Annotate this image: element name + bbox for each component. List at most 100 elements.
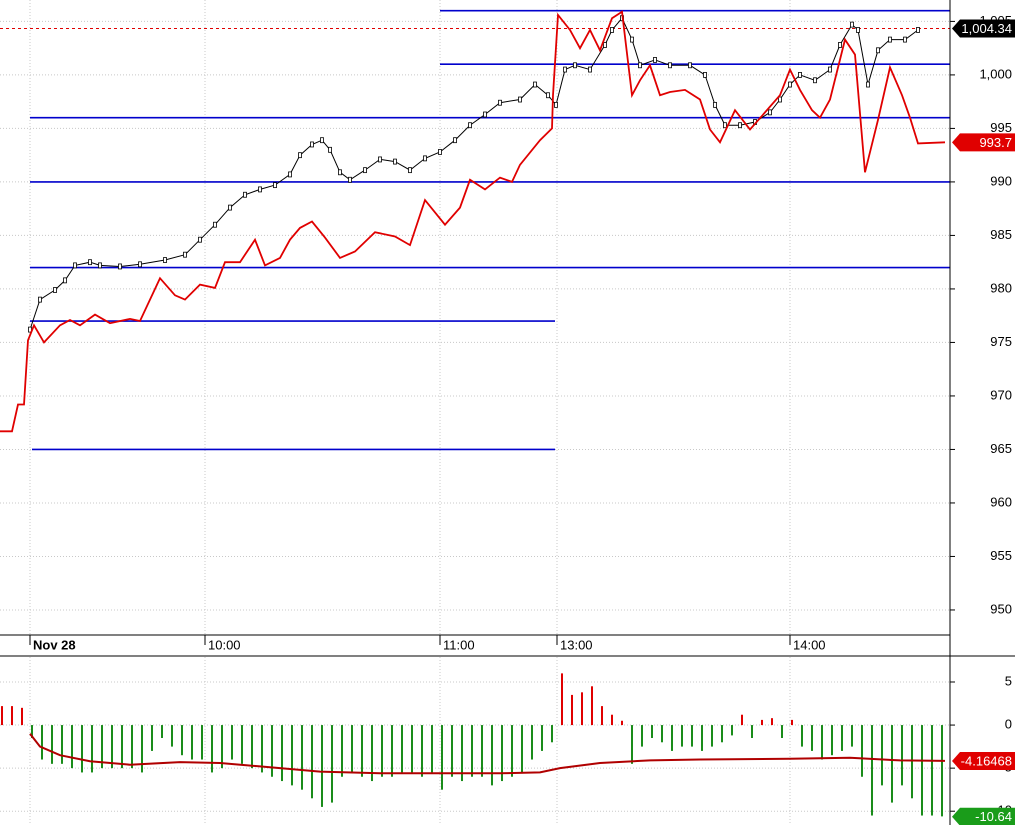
price-marker	[653, 57, 657, 63]
histogram-bar	[171, 725, 173, 747]
price-marker	[828, 66, 832, 73]
x-tick-label: 10:00	[208, 637, 241, 652]
price-marker	[573, 62, 577, 69]
price-marker	[554, 101, 558, 108]
y-tick-label: 965	[990, 441, 1012, 456]
labels: Nov 28 10:00 11:00 13:00 14:00 950 955 960 965 97…	[29, 13, 1015, 825]
y-tick-label: 970	[990, 387, 1012, 402]
price-marker	[778, 96, 782, 103]
x-tick-label: 13:00	[560, 637, 593, 652]
y-tick-label: 0	[1005, 716, 1012, 731]
histogram-bar	[181, 725, 183, 756]
histogram-bar	[931, 725, 933, 816]
price-marker	[688, 62, 692, 69]
histogram-bar	[321, 725, 323, 807]
price-marker	[348, 176, 352, 183]
histogram-bar	[331, 725, 333, 803]
histogram-bar	[691, 725, 693, 747]
histogram-bar	[451, 725, 453, 777]
histogram-bar	[151, 725, 153, 751]
last-value-tag	[952, 807, 1015, 825]
price-marker	[273, 182, 277, 189]
histogram-bar	[541, 725, 543, 751]
histogram-bar	[701, 725, 703, 751]
histogram-bar	[841, 725, 843, 751]
histogram-bar	[511, 725, 513, 777]
histogram-bar	[681, 725, 683, 747]
histogram-bar	[91, 725, 93, 773]
histogram-bar	[51, 725, 53, 764]
price-marker	[498, 99, 502, 106]
histogram-bar	[391, 725, 393, 777]
histogram-bar	[551, 725, 553, 743]
price-marker	[563, 66, 567, 73]
histogram-bar	[581, 692, 583, 726]
price-marker	[328, 146, 332, 153]
histogram-bar	[111, 725, 113, 769]
histogram-bar	[891, 725, 893, 803]
histogram-bar	[141, 725, 143, 773]
last-value-label: -4.16468	[961, 753, 1012, 768]
marks	[0, 9, 950, 817]
y-tick-label: 960	[990, 494, 1012, 509]
last-value-tag	[952, 133, 1015, 152]
y-tick-label: 980	[990, 280, 1012, 295]
last-value-label: 993.7	[979, 135, 1012, 150]
histogram-bar	[71, 725, 73, 769]
price-marker	[213, 221, 217, 228]
histogram-bar	[161, 725, 163, 738]
histogram-bar	[221, 725, 223, 769]
price-marker	[288, 171, 292, 178]
histogram-bar	[11, 706, 13, 726]
x-tick-label: 11:00	[443, 637, 475, 652]
histogram-bar	[211, 725, 213, 773]
histogram-bar	[671, 725, 673, 751]
price-marker	[723, 122, 727, 129]
y-tick-label: 975	[990, 334, 1012, 349]
histogram-bar	[441, 725, 443, 790]
histogram-bar	[31, 725, 33, 738]
histogram-bar	[101, 725, 103, 769]
y-tick-label: 995	[990, 120, 1012, 135]
price-marker	[243, 191, 247, 198]
histogram-bar	[731, 725, 733, 736]
histogram-bar	[921, 725, 923, 816]
histogram-bar	[231, 725, 233, 760]
price-marker	[798, 72, 802, 78]
histogram-bar	[251, 725, 253, 769]
histogram-bar	[781, 725, 783, 738]
x-tick-label: 14:00	[793, 637, 826, 652]
price-marker	[363, 167, 367, 174]
histogram-bar	[601, 706, 603, 726]
y-tick-label: 955	[990, 548, 1012, 563]
price-marker	[610, 27, 614, 33]
price-marker	[98, 262, 102, 269]
histogram-bar	[261, 725, 263, 773]
price-marker	[483, 111, 487, 118]
histogram-bar	[281, 725, 283, 782]
price-marker	[88, 259, 92, 266]
price-marker	[453, 137, 457, 144]
price-marker	[258, 186, 262, 193]
histogram-bar	[411, 725, 413, 773]
price-marker	[768, 109, 772, 116]
histogram-bar	[911, 725, 913, 799]
histogram-bar	[291, 725, 293, 786]
y-tick-label: 1,000	[979, 66, 1012, 81]
histogram-bar	[531, 725, 533, 760]
histogram-bar	[371, 725, 373, 782]
price-marker	[668, 62, 672, 69]
price-marker	[813, 77, 817, 84]
last-value-label: 1,004.34	[961, 21, 1012, 36]
histogram-bar	[501, 725, 503, 782]
price-marker	[198, 236, 202, 243]
histogram-bar	[591, 686, 593, 726]
price-marker	[320, 137, 324, 144]
histogram-bar	[801, 725, 803, 747]
price-marker	[546, 92, 550, 99]
histogram-bar	[271, 725, 273, 777]
x-tick-label: Nov 28	[33, 637, 76, 652]
histogram-bar	[461, 725, 463, 782]
histogram-bar	[791, 719, 793, 726]
